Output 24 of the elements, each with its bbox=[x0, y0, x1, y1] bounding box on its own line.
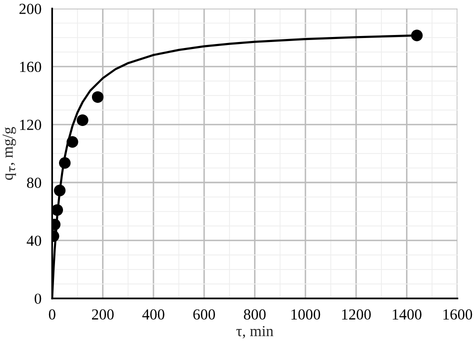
x-tick-label: 600 bbox=[193, 309, 215, 320]
point bbox=[52, 204, 64, 216]
y-tick-label: 0 bbox=[34, 294, 42, 304]
x-tick-label: 200 bbox=[92, 309, 114, 320]
x-tick-label: 1000 bbox=[292, 309, 320, 320]
x-tick-label: 1600 bbox=[443, 309, 472, 320]
x-tick-label: 1200 bbox=[342, 309, 371, 320]
point bbox=[411, 30, 423, 42]
x-tick-label: 0 bbox=[48, 309, 56, 320]
y-axis-title: q$_{τ}$, mg/g bbox=[2, 127, 16, 180]
x-tick-label: 400 bbox=[142, 309, 164, 320]
y-tick-label: 200 bbox=[19, 4, 42, 14]
point bbox=[66, 136, 78, 148]
y-tick-label: 80 bbox=[27, 178, 42, 188]
x-tick-label: 1400 bbox=[392, 309, 422, 320]
x-tick-label: 800 bbox=[244, 309, 266, 320]
y-tick-label: 120 bbox=[20, 120, 42, 130]
x-axis-title: τ, min bbox=[236, 326, 274, 338]
point bbox=[76, 114, 88, 126]
point bbox=[92, 91, 104, 103]
point bbox=[58, 157, 71, 169]
y-tick-label: 40 bbox=[26, 236, 42, 246]
y-tick-label: 160 bbox=[20, 62, 42, 72]
point bbox=[54, 184, 66, 196]
